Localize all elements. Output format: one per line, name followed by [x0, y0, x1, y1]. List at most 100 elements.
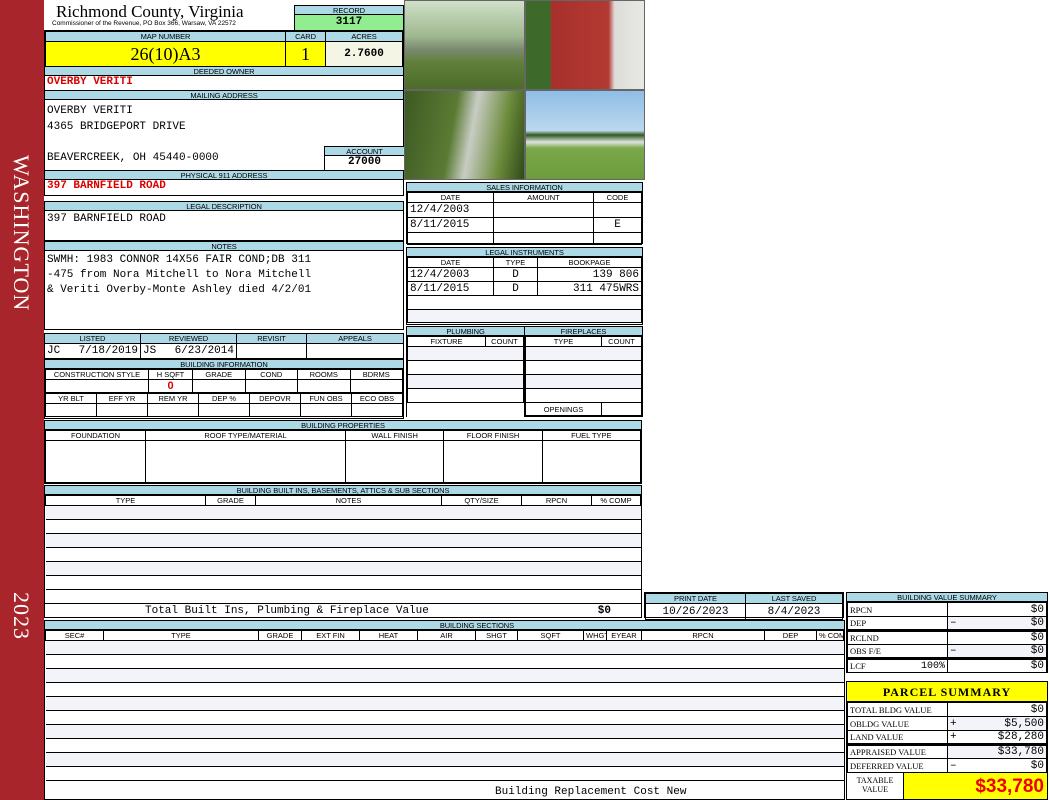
summary-value: $33,780 — [997, 746, 1044, 758]
col-header: YR BLT — [45, 393, 97, 404]
sale-code — [593, 202, 642, 218]
property-photo[interactable] — [404, 0, 525, 90]
section-row — [45, 766, 844, 781]
mailing-address-box: MAILING ADDRESS OVERBY VERITI 4365 BRIDG… — [44, 90, 405, 171]
col-header: % COMP — [816, 630, 844, 641]
instrument-bookpage: 311 475WRS — [537, 281, 642, 296]
instrument-type: D — [493, 267, 538, 282]
col-header: ECO OBS — [351, 393, 403, 404]
summary-row: LAND VALUE + $28,280 — [847, 730, 1047, 745]
col-header: TYPE — [493, 257, 538, 268]
summary-label: DEFERRED VALUE — [850, 760, 924, 771]
col-header: TYPE — [525, 336, 602, 347]
section-row — [45, 682, 844, 697]
sale-date: 12/4/2003 — [407, 202, 494, 218]
listed-date: 7/18/2019 — [78, 345, 138, 357]
property-photo[interactable] — [525, 90, 645, 180]
col-header: FUEL TYPE — [541, 430, 642, 441]
physical-address-label: PHYSICAL 911 ADDRESS — [45, 171, 403, 180]
summary-label: OBLDG VALUE — [850, 718, 909, 729]
summary-row: TOTAL BLDG VALUE $0 — [847, 702, 1047, 717]
col-header: WALL FINISH — [344, 430, 445, 441]
account-label: ACCOUNT — [325, 147, 404, 156]
col-header: TYPE — [45, 495, 206, 506]
property-photo[interactable] — [525, 0, 645, 90]
deeded-owner-name: OVERBY VERITI — [47, 76, 133, 88]
legal-description-label: LEGAL DESCRIPTION — [45, 202, 403, 211]
col-header: H SQFT — [148, 369, 193, 380]
mailing-address-label: MAILING ADDRESS — [45, 91, 403, 100]
summary-value: $0 — [1030, 703, 1044, 716]
summary-sign: – — [950, 759, 957, 772]
built-ins-total-label: Total Built Ins, Plumbing & Fireplace Va… — [145, 605, 429, 617]
property-photo[interactable] — [404, 90, 525, 180]
last-saved-date: 8/4/2023 — [745, 603, 843, 620]
col-header: DEP % — [198, 393, 250, 404]
summary-value: $28,280 — [997, 731, 1044, 744]
col-header: NOTES — [255, 495, 442, 506]
summary-label: OBS F/E — [850, 646, 881, 656]
notes-box: NOTES SWMH: 1983 CONNOR 14X56 FAIR COND;… — [44, 241, 404, 330]
summary-value: $0 — [1030, 660, 1044, 672]
sales-information-label: SALES INFORMATION — [407, 183, 642, 192]
sales-row: 12/4/2003 — [407, 202, 642, 218]
col-header: EXT FIN — [301, 630, 360, 641]
revisit-label: REVISIT — [236, 333, 307, 344]
summary-row: OBS F/E – $0 — [847, 644, 1047, 659]
account-number: 27000 — [347, 156, 381, 168]
built-ins-total-value: $0 — [597, 605, 611, 617]
building-properties-label: BUILDING PROPERTIES — [45, 421, 641, 430]
sales-information-box: SALES INFORMATION DATE AMOUNT CODE 12/4/20… — [406, 182, 643, 245]
col-header: FUN OBS — [300, 393, 352, 404]
notes-line: SWMH: 1983 CONNOR 14X56 FAIR COND;DB 311 — [47, 254, 312, 266]
map-number: 26(10)A3 — [45, 41, 286, 67]
openings-label: OPENINGS — [525, 402, 602, 416]
summary-sign: + — [950, 731, 957, 744]
review-box: LISTED REVIEWED REVISIT APPEALS JC 7/18/2019… — [44, 333, 404, 359]
col-header: BDRMS — [349, 369, 403, 380]
col-header: REM YR — [147, 393, 199, 404]
section-row — [45, 668, 844, 683]
col-header: QTY/SIZE — [441, 495, 522, 506]
built-ins-box: BUILDING BUILT INS, BASEMENTS, ATTICS & … — [44, 485, 642, 618]
section-row — [45, 752, 844, 767]
legal-instruments-label: LEGAL INSTRUMENTS — [407, 248, 642, 257]
col-header: RPCN — [641, 630, 765, 641]
hsqft-value: 0 — [148, 379, 193, 393]
col-header: SEC# — [45, 630, 104, 641]
summary-row: DEFERRED VALUE – $0 — [847, 758, 1047, 773]
building-value-summary-box: BUILDING VALUE SUMMARY RPCN $0 DEP – $0 RCLND… — [846, 592, 1048, 673]
col-header: FLOOR FINISH — [443, 430, 543, 441]
listed-label: LISTED — [44, 333, 141, 344]
section-row — [45, 654, 844, 669]
summary-value: $5,500 — [1004, 717, 1044, 730]
building-value-summary-label: BUILDING VALUE SUMMARY — [847, 593, 1047, 602]
legal-description-box: LEGAL DESCRIPTION 397 BARNFIELD ROAD — [44, 201, 404, 241]
summary-label: DEP — [850, 618, 867, 628]
notes-line: & Veriti Overby-Monte Ashley died 4/2/01 — [47, 284, 312, 296]
summary-sign: – — [950, 617, 957, 630]
reviewed-label: REVIEWED — [140, 333, 237, 344]
col-header: AIR — [417, 630, 476, 641]
instrument-type: D — [493, 281, 538, 296]
summary-label: TOTAL BLDG VALUE — [850, 704, 932, 715]
col-header: DEPOVR — [249, 393, 301, 404]
summary-label: RPCN — [850, 604, 873, 615]
col-header: DATE — [407, 257, 494, 268]
summary-row: OBLDG VALUE + $5,500 — [847, 716, 1047, 731]
summary-row: LCF 100% $0 — [847, 658, 1047, 673]
col-header: FOUNDATION — [45, 430, 146, 441]
summary-sign: + — [950, 717, 957, 730]
deeded-owner-label: DEEDED OWNER — [45, 67, 403, 76]
print-date-label: PRINT DATE — [645, 593, 746, 604]
col-header: COUNT — [485, 336, 524, 347]
col-header: ROOF TYPE/MATERIAL — [145, 430, 346, 441]
last-saved-label: LAST SAVED — [745, 593, 843, 604]
col-header: COND — [244, 369, 298, 380]
summary-label: APPRAISED VALUE — [850, 747, 926, 757]
card-number: 1 — [285, 41, 326, 67]
building-properties-box: BUILDING PROPERTIES FOUNDATION ROOF TYPE/… — [44, 420, 642, 484]
summary-value: $0 — [1030, 603, 1044, 616]
district-name: WASHINGTON — [9, 155, 34, 312]
replacement-cost-label: Building Replacement Cost New — [495, 786, 687, 798]
